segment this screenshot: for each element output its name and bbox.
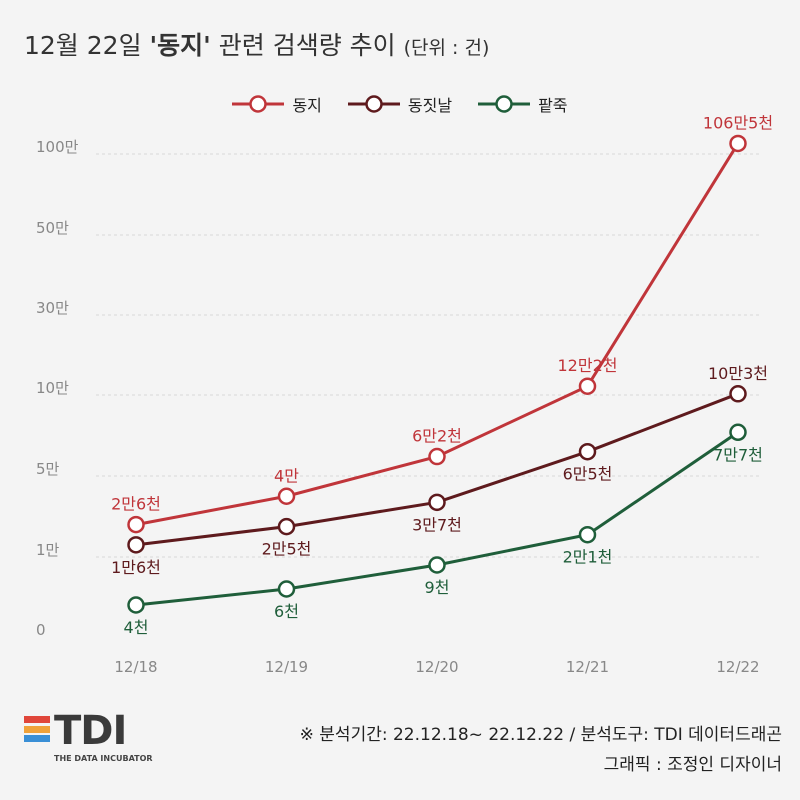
legend-label: 팥죽 xyxy=(538,96,568,115)
data-point xyxy=(578,377,597,395)
graphic-credit: 그래픽 : 조정인 디자이너 xyxy=(603,755,782,775)
data-point xyxy=(578,442,597,461)
y-tick-label: 10만 xyxy=(36,379,69,397)
data-label: 6천 xyxy=(274,602,299,621)
data-label: 2만5천 xyxy=(262,540,312,559)
data-label: 2만1천 xyxy=(563,548,613,567)
data-point xyxy=(729,134,747,153)
legend-marker-icon xyxy=(232,95,285,113)
data-label: 3만7천 xyxy=(412,515,462,534)
x-tick-label: 12/20 xyxy=(415,658,458,676)
data-point xyxy=(428,447,446,466)
data-label: 9천 xyxy=(425,578,450,597)
legend: 동지 동짓날 팥죽 xyxy=(0,92,800,116)
data-point xyxy=(729,423,747,442)
legend-item: 동지 xyxy=(232,92,322,116)
y-tick-label: 100만 xyxy=(36,138,79,156)
data-label: 2만6천 xyxy=(111,495,161,514)
data-label: 7만7천 xyxy=(713,445,763,464)
data-point xyxy=(127,596,145,614)
legend-label: 동지 xyxy=(292,96,322,115)
logo-bar xyxy=(24,735,50,743)
title-unit: (단위 : 건) xyxy=(403,37,490,59)
footer-note: ※ 분석기간: 22.12.18~ 22.12.22 / 분석도구: TDI 데… xyxy=(300,720,782,780)
analysis-period-note: ※ 분석기간: 22.12.18~ 22.12.22 / 분석도구: TDI 데… xyxy=(299,725,782,745)
y-tick-label: 50만 xyxy=(36,219,69,237)
series-팥죽: 4천 6천 9천 2만1천 7만7천 xyxy=(124,423,763,637)
data-point xyxy=(277,487,296,505)
logo-bars-icon xyxy=(24,716,50,752)
y-axis-grid: 0 1만 5만 10만 30만 50만 100만 xyxy=(36,138,762,639)
logo-bar xyxy=(24,725,50,733)
title-suffix: 관련 검색량 추이 xyxy=(210,31,404,60)
series-line xyxy=(135,142,740,527)
logo-text: TDI xyxy=(54,708,127,754)
x-tick-label: 12/18 xyxy=(114,658,157,676)
data-label: 106만5천 xyxy=(703,113,773,132)
y-tick-label: 1만 xyxy=(36,541,60,559)
data-label: 10만3천 xyxy=(708,364,768,383)
legend-item: 동짓날 xyxy=(347,92,453,116)
data-label: 6만5천 xyxy=(563,465,613,484)
y-tick-label: 5만 xyxy=(36,460,60,478)
title-prefix: 12월 22일 xyxy=(24,31,150,60)
data-point xyxy=(428,556,446,574)
y-tick-label: 0 xyxy=(36,621,46,639)
series-동짓날: 1만6천 2만5천 3만7천 6만5천 10만3천 xyxy=(111,364,768,577)
data-point xyxy=(277,580,296,598)
data-point xyxy=(127,515,145,534)
tdi-logo: TDI THE DATA INCUBATOR xyxy=(24,708,164,770)
data-label: 6만2천 xyxy=(412,427,462,446)
legend-label: 동짓날 xyxy=(407,96,453,115)
x-tick-label: 12/19 xyxy=(265,658,308,676)
title-keyword: '동지' xyxy=(149,31,211,60)
legend-item: 팥죽 xyxy=(478,92,568,116)
legend-marker-icon xyxy=(478,95,531,113)
data-label: 4만 xyxy=(274,466,299,485)
data-point xyxy=(277,517,296,536)
logo-bar xyxy=(24,716,50,723)
x-tick-label: 12/21 xyxy=(566,658,609,676)
logo-subtitle: THE DATA INCUBATOR xyxy=(54,754,153,763)
data-point xyxy=(578,525,597,544)
y-tick-label: 30만 xyxy=(36,299,69,317)
data-label: 12만2천 xyxy=(558,356,618,375)
series-동지: 2만6천 4만 6만2천 12만2천 106만5천 xyxy=(111,113,773,534)
x-tick-label: 12/22 xyxy=(716,658,759,676)
x-axis: 12/18 12/19 12/20 12/21 12/22 xyxy=(114,658,759,676)
data-label: 4천 xyxy=(124,618,149,637)
data-label: 1만6천 xyxy=(111,558,161,577)
legend-marker-icon xyxy=(347,95,400,113)
data-point xyxy=(127,536,145,554)
data-point xyxy=(729,385,747,403)
chart-title: 12월 22일 '동지' 관련 검색량 추이 (단위 : 건) xyxy=(24,26,489,62)
data-point xyxy=(428,493,446,512)
